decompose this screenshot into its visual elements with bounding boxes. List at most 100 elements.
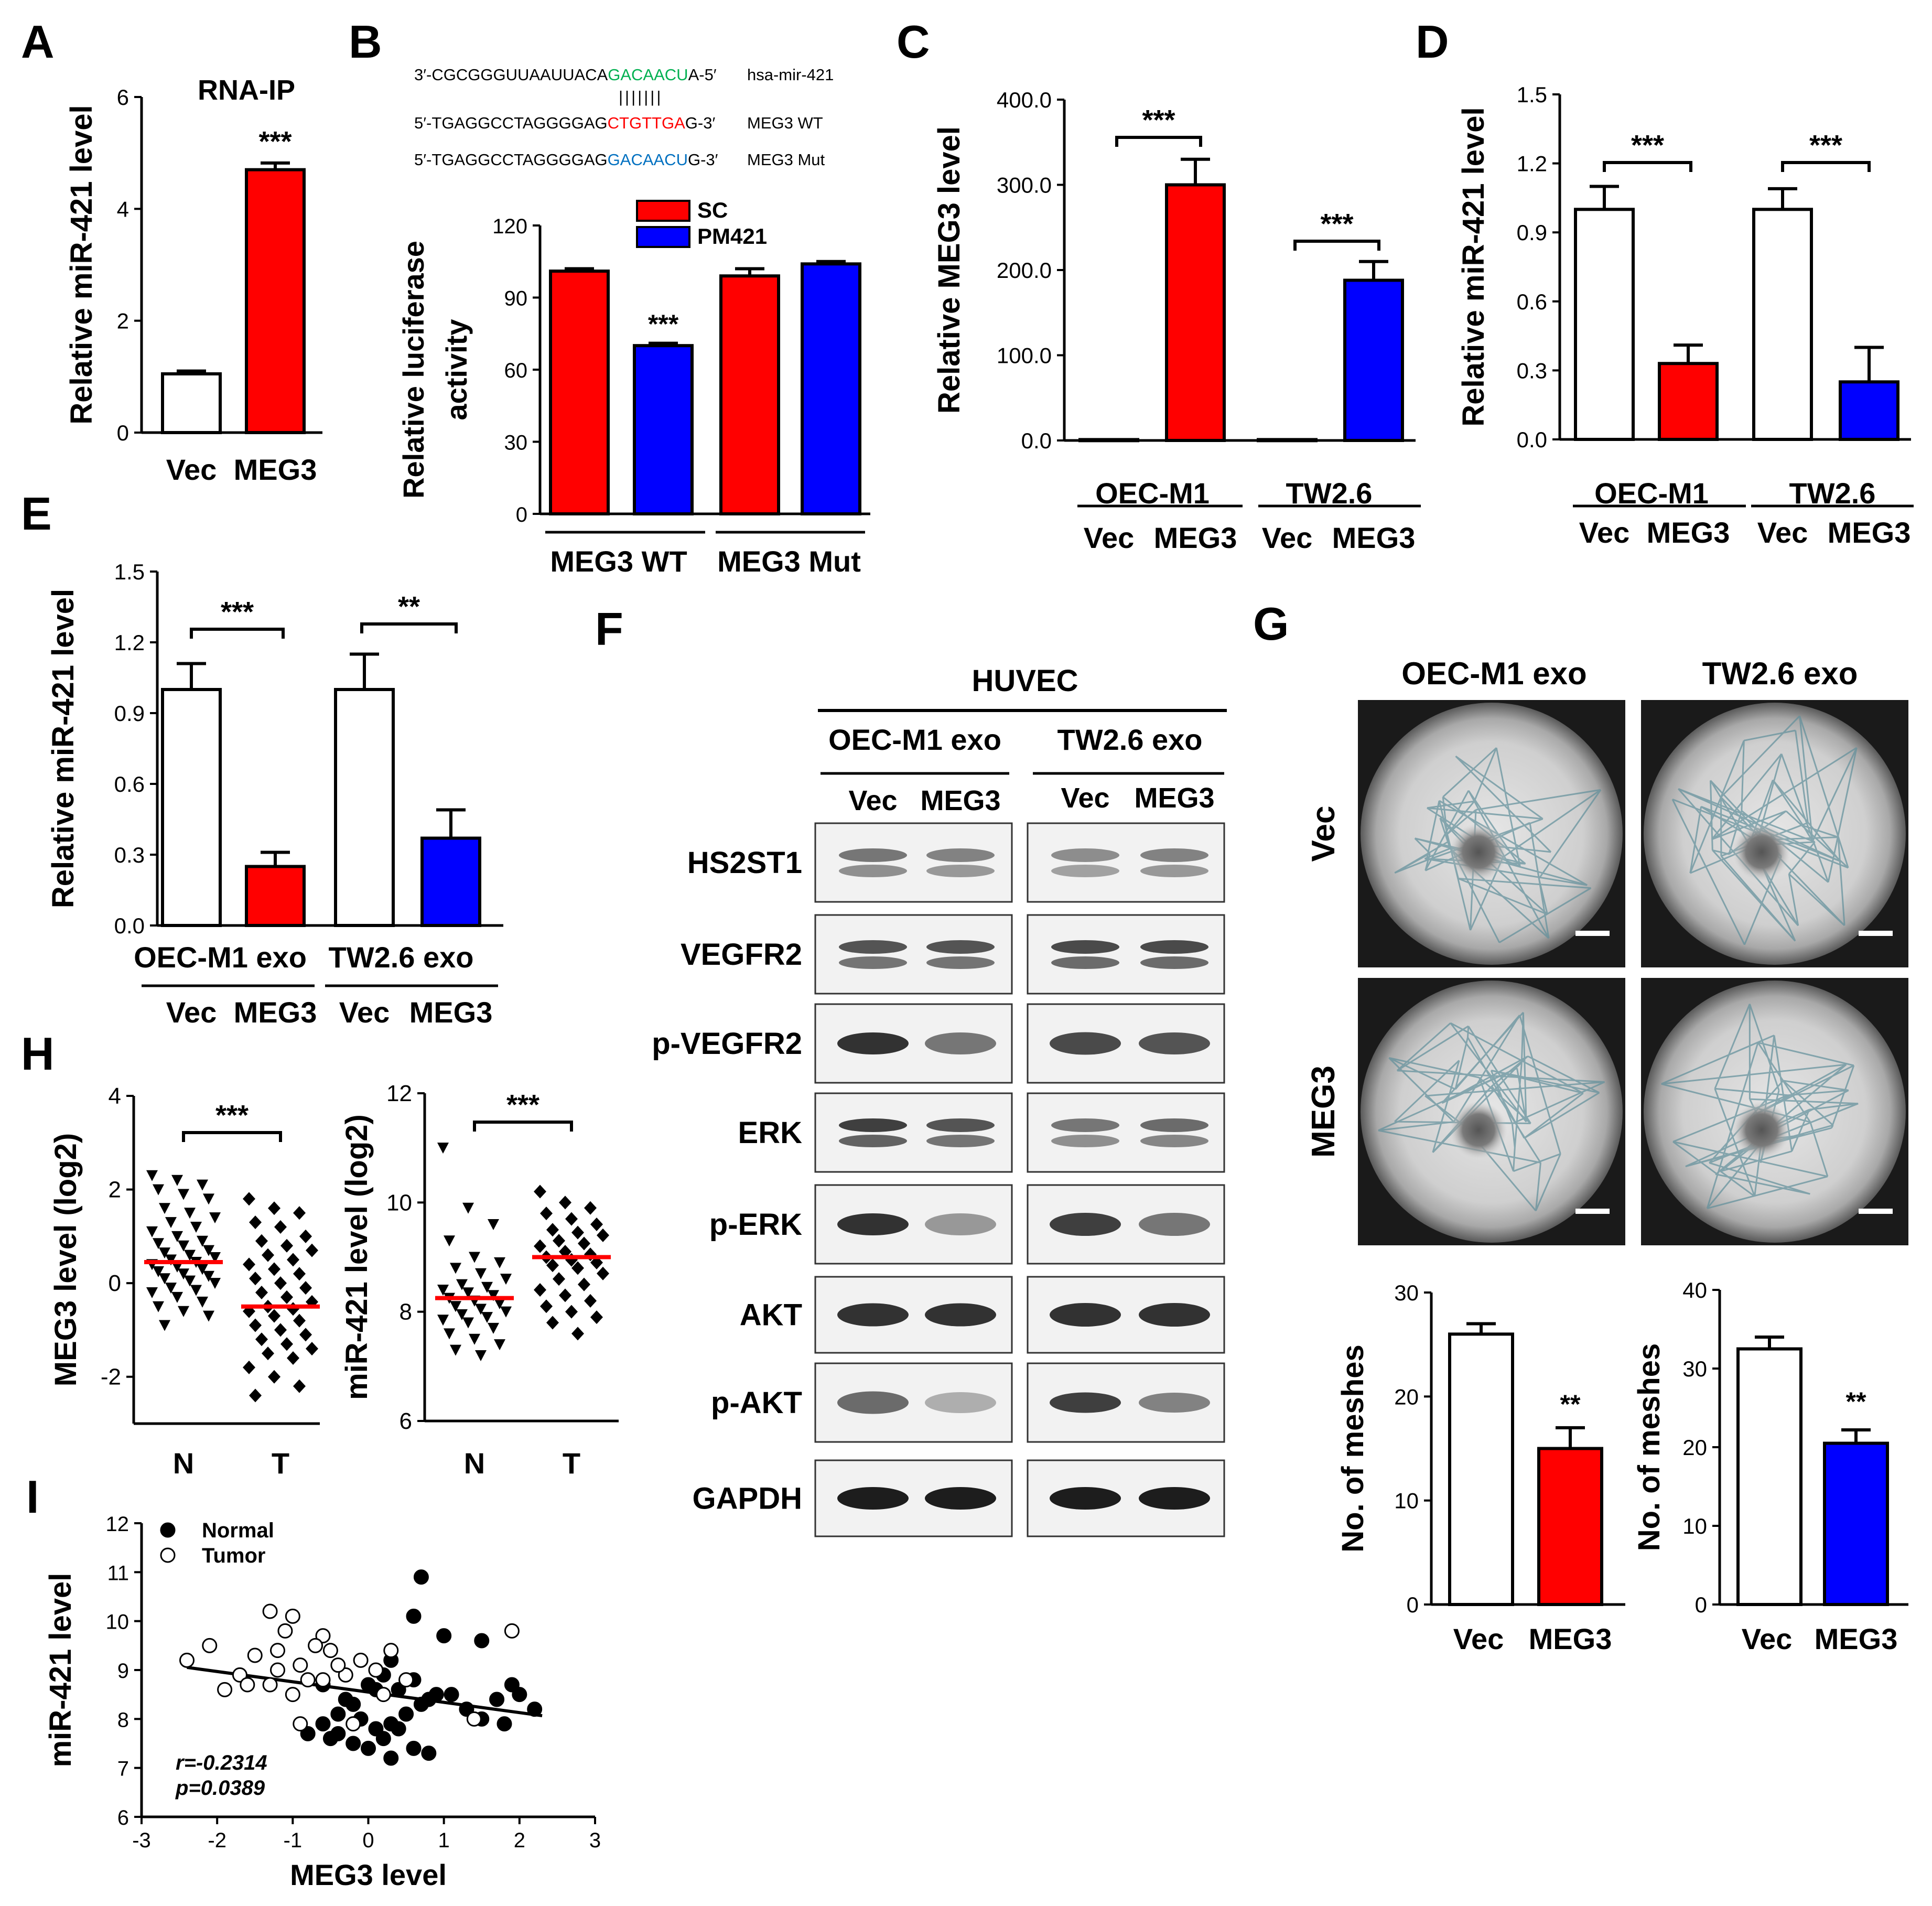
chart-h2-point [534, 1184, 546, 1199]
chart-h1-point [262, 1248, 274, 1262]
sequence-alignment: 3′-CGCGGGUUAAUUACAGACAACUA-5′ hsa-mir-42… [414, 66, 834, 169]
chart-h1-point [249, 1272, 262, 1286]
chart-h1-point [255, 1234, 268, 1248]
chart-h2-point [456, 1309, 468, 1320]
chart-h1-point [165, 1217, 177, 1229]
chart-h1-point [274, 1276, 287, 1290]
chart-g1-y-tick-label: 30 [1394, 1280, 1419, 1305]
chart-i-point [383, 1643, 399, 1659]
chart-i-stat-label: p=0.0389 [175, 1776, 265, 1800]
blot-lane-4: MEG3 [1134, 782, 1214, 814]
chart-i-point [179, 1652, 195, 1668]
chart-i-point [202, 1638, 218, 1653]
chart-h1-point [153, 1266, 164, 1277]
chart-h1-point [299, 1229, 312, 1243]
panel-letter-b: B [349, 16, 382, 68]
blot-band [1051, 940, 1119, 954]
scale-bar [1575, 1209, 1610, 1214]
chart-h2-y-tick-label: 6 [400, 1408, 412, 1434]
chart-h1-point [268, 1370, 280, 1384]
chart-i-y-tick-label: 7 [117, 1758, 129, 1781]
blot-band [839, 956, 907, 969]
chart-h1-point [197, 1296, 208, 1308]
chart-h2-point [559, 1288, 571, 1302]
blot-band [837, 1487, 909, 1510]
chart-e-y-tick-label: 1.2 [114, 630, 145, 655]
blot-membrane [1027, 914, 1225, 995]
chart-h2-point [578, 1236, 590, 1251]
chart-h1-point [262, 1347, 274, 1361]
blot-protein-label: HS2ST1 [687, 846, 802, 880]
chart-h2-point [500, 1274, 512, 1285]
chart-d-x-label: Vec [1579, 516, 1630, 549]
chart-d: 0.0 0.3 0.6 0.9 1.2 1.5 Relative miR-421 level… [1456, 82, 1914, 549]
tube-formation-panel: OEC-M1 exo TW2.6 exo Vec MEG3 [1305, 656, 1908, 1245]
chart-i-point [361, 1677, 376, 1693]
tube-well-center [1450, 1101, 1507, 1159]
chart-h2-point [456, 1279, 468, 1290]
chart-i-point [315, 1672, 331, 1688]
mir421-label: hsa-mir-421 [747, 66, 834, 84]
tube-image [1358, 700, 1625, 967]
chart-h1-point [184, 1275, 196, 1287]
blot-cell-label: HUVEC [972, 664, 1078, 698]
tube-image [1641, 978, 1908, 1245]
chart-h1-point [171, 1231, 183, 1242]
chart-i-legend-marker [160, 1522, 176, 1538]
chart-d-y-tick-label: 0.3 [1517, 358, 1547, 383]
chart-h1-sig-label: *** [215, 1100, 249, 1131]
chart-i-point [383, 1750, 399, 1766]
blot-row: p-VEGFR2 [652, 1003, 1225, 1084]
chart-g2-y-tick-label: 40 [1682, 1278, 1707, 1302]
chart-c-sig-label: *** [1142, 104, 1175, 136]
panel-letter-d: D [1416, 16, 1449, 68]
chart-i-stat-label: r=-0.2314 [176, 1751, 267, 1774]
tube-row-label-meg3: MEG3 [1305, 1065, 1342, 1158]
chart-d-sig-bracket [1781, 161, 1871, 172]
chart-i-point [346, 1716, 361, 1732]
tube-well-center [1733, 823, 1790, 881]
chart-h1-point [243, 1192, 255, 1206]
chart-i-point [436, 1628, 452, 1644]
chart-h2-point [469, 1252, 480, 1263]
chart-h1-point [255, 1286, 268, 1299]
chart-i-point [459, 1702, 474, 1717]
chart-a-bar [245, 168, 306, 434]
chart-b-pm421-bar [801, 262, 861, 515]
chart-i-point [285, 1608, 300, 1624]
chart-b-y-tick-label: 90 [504, 287, 528, 310]
chart-h1-point [287, 1253, 299, 1267]
chart-c-bar [1343, 278, 1404, 442]
chart-e-bar [420, 836, 481, 927]
blot-band [839, 865, 907, 877]
chart-h2-point [437, 1285, 449, 1296]
chart-i-point [262, 1603, 278, 1619]
scale-bar [1859, 1209, 1893, 1214]
blot-band [837, 1213, 909, 1235]
pairing-bars: ||||||| [619, 88, 663, 106]
blot-band [1139, 1303, 1210, 1327]
tube-col-label-oec: OEC-M1 exo [1401, 656, 1586, 691]
panel-letter-h: H [21, 1028, 55, 1080]
chart-h2-point [462, 1317, 474, 1329]
chart-c: 0.0 100.0 200.0 300.0 400.0 Relative MEG3 lev… [932, 88, 1421, 554]
chart-i-point [474, 1633, 490, 1649]
chart-g2-bar [1736, 1347, 1803, 1606]
blot-row: p-ERK [709, 1184, 1225, 1265]
tube-row-label-vec: Vec [1305, 806, 1342, 862]
chart-h1-point [243, 1360, 255, 1374]
blot-band [1051, 1135, 1119, 1147]
chart-i-point [497, 1716, 512, 1732]
chart-i-point [270, 1643, 285, 1659]
chart-b-y-label: Relative luciferase [397, 241, 430, 499]
chart-h1-point [306, 1243, 318, 1257]
blot-protein-label: p-ERK [709, 1208, 802, 1242]
chart-h1-point [153, 1301, 164, 1312]
chart-i-x-tick-label: 3 [589, 1829, 601, 1852]
blot-protein-label: VEGFR2 [681, 938, 802, 972]
chart-a-y-tick-label: 4 [117, 197, 129, 221]
chart-i-x-tick-label: -1 [284, 1829, 303, 1852]
chart-i-point [444, 1687, 459, 1703]
blot-band [926, 1135, 995, 1147]
